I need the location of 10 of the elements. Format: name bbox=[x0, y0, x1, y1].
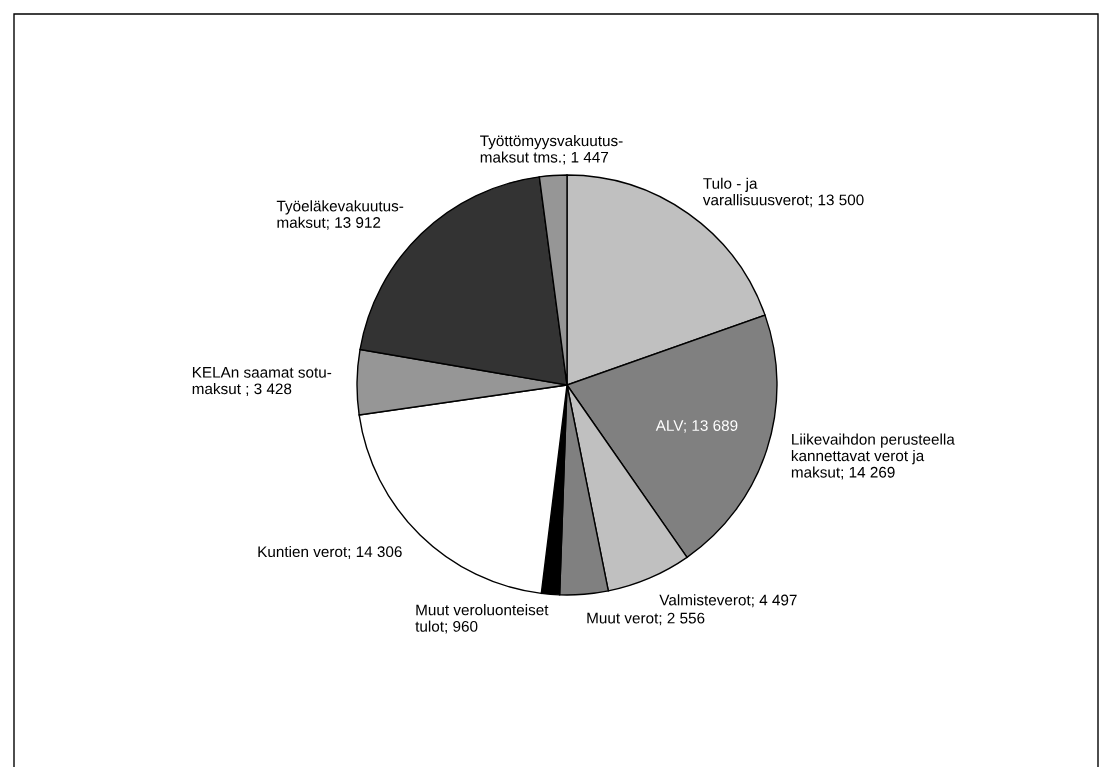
slice-label: Muut verot; 2 556 bbox=[587, 612, 705, 626]
slice-label: Muut veroluonteiset tulot; 960 bbox=[415, 604, 549, 634]
slice-label: Työttömyysvakuutus- maksut tms.; 1 447 bbox=[480, 134, 623, 165]
slice-label: Tulo - ja varallisuusverot; 13 500 bbox=[702, 177, 864, 208]
slice-label: Kuntien verot; 14 306 bbox=[258, 545, 402, 559]
slice-label: KELAn saamat sotu- maksut ; 3 428 bbox=[192, 367, 332, 397]
text: ALV; 13 689 bbox=[655, 420, 738, 433]
slice-label: Valmisteverot; 4 497 bbox=[659, 594, 797, 608]
slice-label: Työeläkevakuutus- maksut; 13 912 bbox=[276, 200, 404, 230]
slice-label: Liikevaihdon perusteella kannettavat verot ja maksut; 14 269 bbox=[791, 433, 955, 480]
